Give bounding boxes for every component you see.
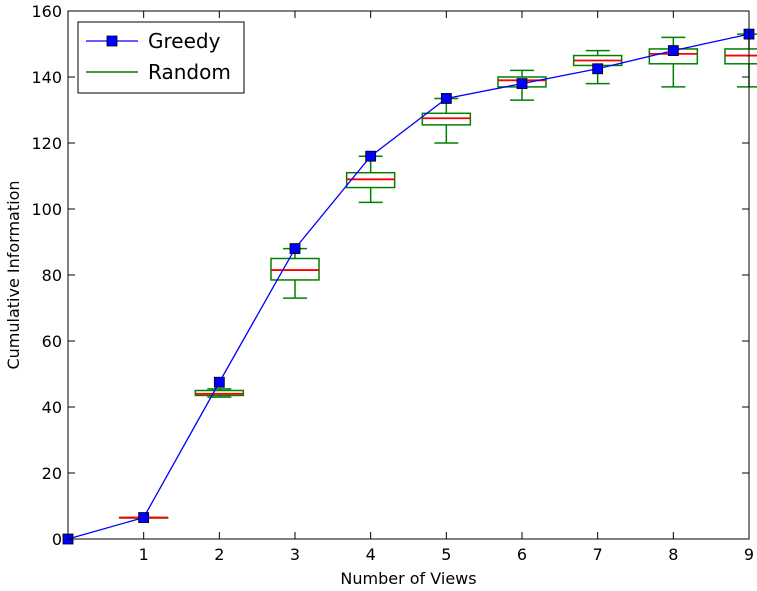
boxplot-8 <box>648 36 699 88</box>
boxplot-9 <box>724 33 757 88</box>
y-tick-label: 20 <box>42 464 62 483</box>
y-tick-label: 40 <box>42 398 62 417</box>
boxplot-5 <box>421 97 472 144</box>
legend-greedy-label: Greedy <box>148 29 221 53</box>
x-tick-label: 8 <box>668 545 678 564</box>
greedy-marker <box>138 512 150 523</box>
y-tick-label: 60 <box>42 332 62 351</box>
greedy-marker <box>289 243 301 255</box>
y-tick-label: 0 <box>52 530 62 549</box>
y-tick-label: 160 <box>31 2 62 21</box>
greedy-marker <box>592 63 604 75</box>
x-tick-label: 6 <box>517 545 527 564</box>
greedy-marker <box>213 376 225 388</box>
greedy-line <box>67 33 750 540</box>
greedy-markers <box>62 28 755 545</box>
x-tick-label: 1 <box>139 545 149 564</box>
x-axis-label: Number of Views <box>340 569 476 588</box>
greedy-marker <box>667 45 679 56</box>
boxplot-3 <box>270 247 320 299</box>
x-tick-label: 4 <box>366 545 376 564</box>
plot-frame <box>67 10 750 540</box>
boxplot-2 <box>194 388 245 398</box>
y-tick-label: 80 <box>42 266 62 285</box>
x-tick-label: 2 <box>214 545 224 564</box>
legend-random-label: Random <box>148 60 231 84</box>
y-axis-label: Cumulative Information <box>4 180 23 369</box>
greedy-marker <box>440 93 452 104</box>
x-tick-label: 7 <box>593 545 603 564</box>
boxplot-4 <box>345 155 396 204</box>
x-tick-label: 9 <box>744 545 754 564</box>
greedy-marker <box>365 150 377 162</box>
y-tick-label: 140 <box>31 68 62 87</box>
legend-greedy-marker <box>106 35 118 47</box>
x-tick-label: 5 <box>441 545 451 564</box>
legend: Greedy Random <box>77 21 245 94</box>
greedy-marker <box>516 78 528 89</box>
y-tick-label: 120 <box>31 134 62 153</box>
x-tick-label: 3 <box>290 545 300 564</box>
y-tick-label: 100 <box>31 200 62 219</box>
random-boxplots <box>118 33 757 519</box>
legend-box <box>77 21 245 94</box>
